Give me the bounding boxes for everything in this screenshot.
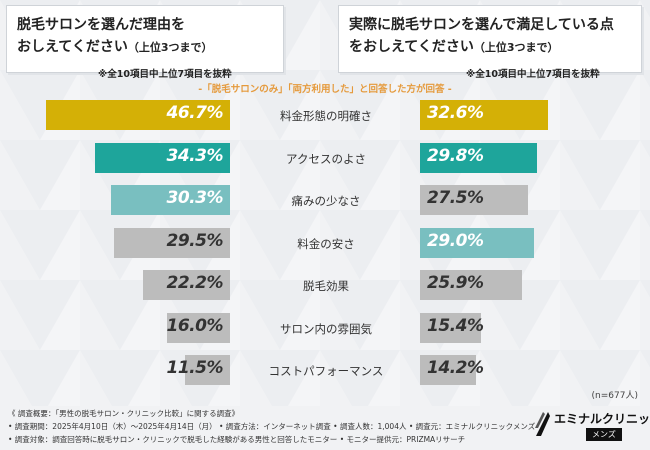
category-label: アクセスのよさ [286,151,366,166]
left-note: ※全10項目中上位7項目を抜粋 [98,69,232,80]
footer-line1: 《 調査概要：「男性の脱毛サロン・クリニック比較」に関する調査》 [8,409,240,418]
logo-sub: メンズ [586,428,622,441]
reason-bar: 22.2% [143,270,230,300]
reason-value-label: 34.3% [166,145,224,166]
reason-bar: 46.7% [46,100,230,130]
satisfaction-value-label: 27.5% [427,188,484,208]
category-label: 料金形態の明確さ [280,109,372,123]
satisfaction-value-label: 29.0% [427,230,484,251]
reason-bar: 16.0% [166,312,230,343]
reason-value-label: 16.0% [166,315,224,336]
reason-value-label: 11.5% [166,358,224,378]
reason-bar: 11.5% [167,355,230,385]
sample-size: (n=677人) [591,391,638,401]
reason-value-label: 30.3% [166,188,224,208]
footer-line3: • 調査対象：調査回答時に脱毛サロン・クリニックで脱毛した経験がある男性と回答し… [8,435,466,444]
category-label: 料金の安さ [297,236,355,251]
reason-value-label: 22.2% [166,273,224,293]
reason-bar: 30.3% [111,185,230,215]
satisfaction-bar: 14.2% [420,355,484,385]
left-title-suffix: （上位3つまで） [127,41,213,54]
satisfaction-bar: 29.0% [420,227,534,258]
satisfaction-value-label: 25.9% [427,273,484,293]
reason-value-label: 29.5% [166,230,224,251]
satisfaction-bar: 27.5% [420,185,528,215]
satisfaction-value-label: 15.4% [427,315,484,336]
logo-brand: エミナルクリニック [554,412,650,426]
right-note: ※全10項目中上位7項目を抜粋 [466,69,600,80]
satisfaction-value-label: 32.6% [427,103,484,123]
category-label: コストパフォーマンス [268,364,384,378]
right-title-line2: をおしえてください（上位3つまで） [349,36,559,56]
satisfaction-value-label: 14.2% [427,358,484,378]
category-label: 脱毛効果 [303,279,349,293]
category-label: 痛みの少なさ [291,194,361,208]
reason-bar: 34.3% [95,142,230,173]
logo-mark-icon [535,412,550,436]
left-title-line2-text: おしえてください [17,39,128,55]
category-label: サロン内の雰囲気 [280,321,372,336]
satisfaction-bar: 29.8% [420,142,537,173]
right-title-line1: 実際に脱毛サロンを選んで満足している点 [349,17,614,33]
right-title-line2-text: をおしえてください [349,39,474,55]
satisfaction-bar: 15.4% [420,312,484,343]
satisfaction-value-label: 29.8% [427,145,484,166]
left-title-line1: 脱毛サロンを選んだ理由を [17,17,185,33]
left-title-card: 脱毛サロンを選んだ理由を おしえてください（上位3つまで） [6,5,284,73]
left-title-line2: おしえてください（上位3つまで） [17,36,213,56]
satisfaction-bar: 32.6% [420,100,548,130]
satisfaction-bar: 25.9% [420,270,522,300]
right-title-suffix: （上位3つまで） [473,41,559,54]
chart-subtitle: -「脱毛サロンのみ」「両方利用した」と回答した方が回答 - [198,84,452,95]
brand-logo: エミナルクリニック メンズ [524,410,650,442]
right-title-card: 実際に脱毛サロンを選んで満足している点 をおしえてください（上位3つまで） [338,5,642,73]
reason-value-label: 46.7% [166,103,224,123]
footer-line2: • 調査期間：2025年4月10日（木）～2025年4月14日（月） • 調査方… [8,422,536,431]
reason-bar: 29.5% [114,227,230,258]
